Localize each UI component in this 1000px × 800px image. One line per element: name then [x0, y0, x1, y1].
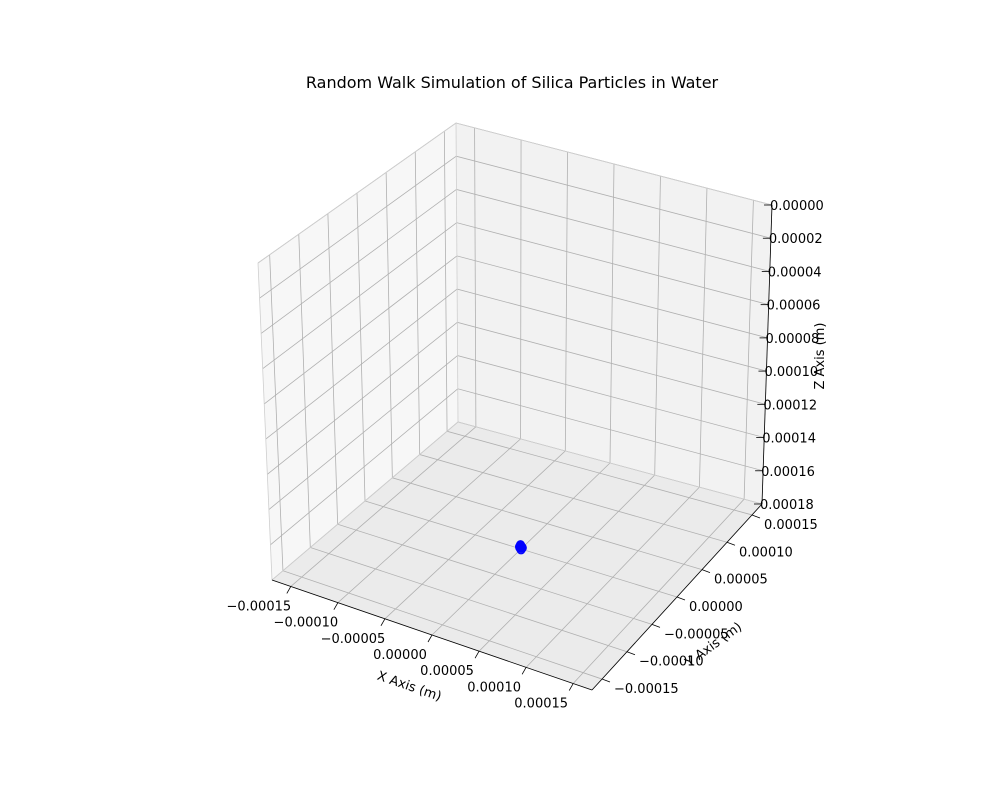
- y-tick-label-0: −0.00015: [614, 682, 679, 697]
- z-tick-label-5: 0.00010: [764, 365, 818, 380]
- y-axis-ticks: −0.00015 −0.00010 −0.00005 0.00000 0.00005 0.…: [601, 514, 818, 697]
- x-tick-label-0: −0.00015: [226, 599, 291, 614]
- pane-edge-7: [455, 122, 773, 206]
- y-tick-mark-3: [676, 596, 686, 601]
- y-tick-mark-0: [601, 678, 611, 683]
- y-tick-mark-2: [651, 623, 661, 628]
- y-tick-label-2: −0.00005: [664, 627, 729, 642]
- z-tick-label-0: 0.00000: [770, 199, 824, 214]
- z-tick-label-4: 0.00008: [766, 332, 820, 347]
- z-tick-label-1: 0.00002: [769, 232, 823, 247]
- x-tick-label-6: 0.00015: [514, 697, 568, 712]
- z-tick-label-2: 0.00004: [768, 265, 822, 280]
- x-tick-label-5: 0.00010: [467, 680, 521, 695]
- pane-edge-3: [457, 421, 763, 505]
- y-tick-label-1: −0.00010: [639, 655, 704, 670]
- x-tick-label-1: −0.00010: [274, 616, 339, 631]
- pane-left: [258, 123, 458, 580]
- x-tick-mark-5: [521, 667, 527, 675]
- z-axis-ticks: 0.00000 0.00002 0.00004 0.00006 0.00008 0.000…: [754, 199, 824, 513]
- x-tick-label-4: 0.00005: [420, 664, 474, 679]
- z-axis-line: [761, 204, 773, 505]
- y-tick-mark-5: [726, 541, 736, 546]
- z-tick-label-3: 0.00006: [767, 299, 821, 314]
- x-tick-mark-3: [427, 634, 433, 643]
- chart-title: Random Walk Simulation of Silica Particl…: [306, 73, 719, 92]
- y-tick-mark-4: [701, 569, 711, 574]
- y-tick-mark-6: [751, 514, 761, 519]
- y-tick-label-4: 0.00005: [714, 573, 768, 588]
- x-tick-mark-2: [380, 618, 386, 627]
- y-tick-label-3: 0.00000: [689, 600, 743, 615]
- z-tick-label-7: 0.00014: [762, 432, 816, 447]
- pane-edge-8: [257, 122, 457, 264]
- z-tick-label-9: 0.00018: [760, 498, 814, 513]
- x-tick-label-2: −0.00005: [321, 632, 386, 647]
- pane-edge-4: [455, 122, 459, 423]
- data-points: [514, 540, 527, 555]
- pane-edge-2: [271, 421, 459, 581]
- x-tick-mark-4: [474, 650, 480, 659]
- pane-floor: [272, 422, 762, 690]
- x-axis-ticks: −0.00015−0.00010−0.000050.000000.000050.…: [226, 586, 574, 712]
- y-tick-label-6: 0.00015: [764, 518, 818, 533]
- z-axis-label: Z Axis (m): [813, 323, 828, 390]
- pane-edge-5: [257, 262, 273, 581]
- z-tick-label-8: 0.00016: [761, 465, 815, 480]
- x-tick-label-3: 0.00000: [373, 648, 427, 663]
- x-tick-mark-6: [568, 683, 574, 691]
- x-tick-mark-1: [333, 602, 339, 610]
- y-tick-mark-1: [626, 651, 636, 656]
- y-tick-label-5: 0.00010: [739, 545, 793, 560]
- data-point-0-9: [515, 543, 525, 553]
- z-tick-label-6: 0.00012: [763, 398, 817, 413]
- x-tick-mark-0: [286, 586, 292, 594]
